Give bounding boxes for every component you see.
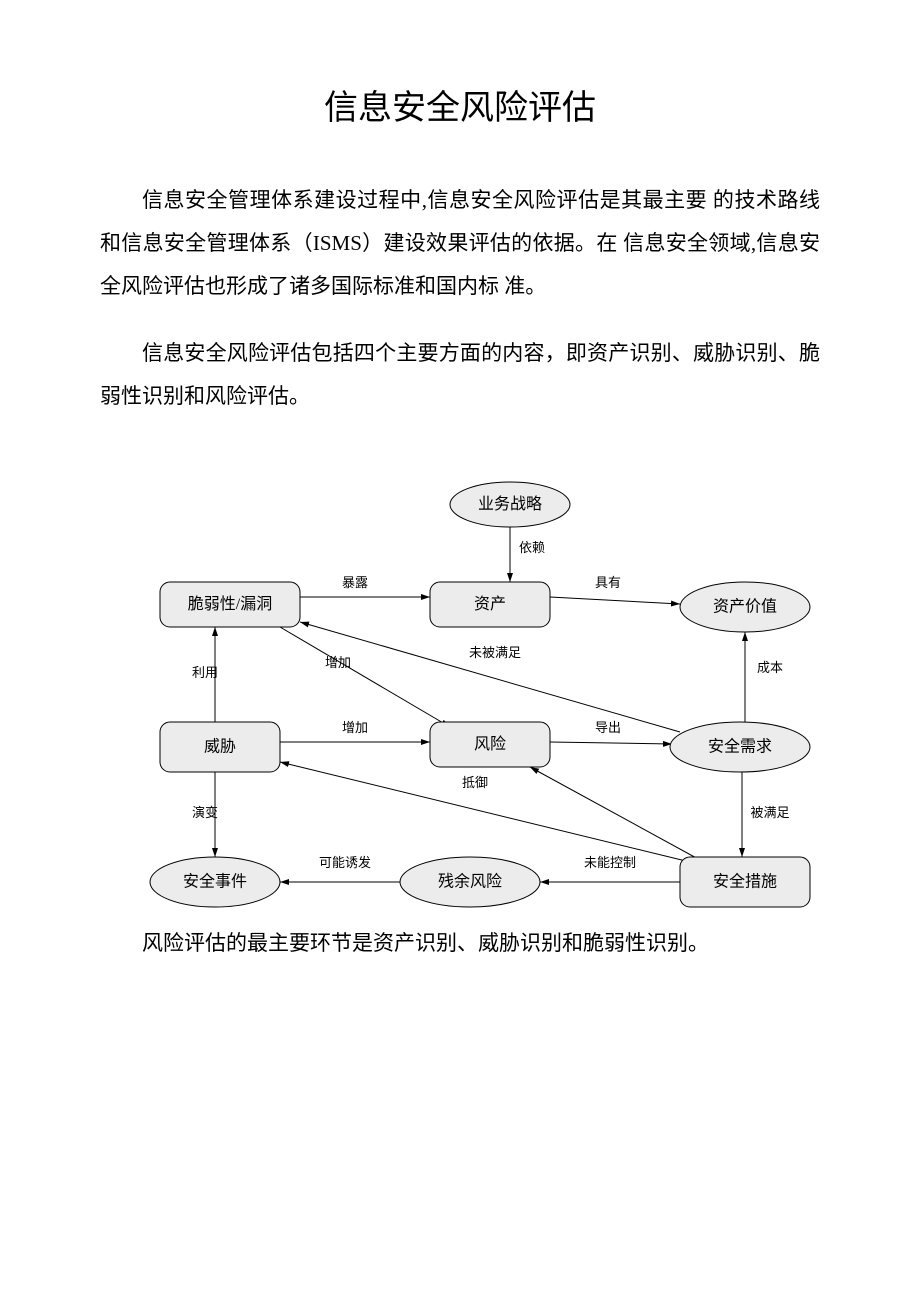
svg-text:资产: 资产: [474, 595, 506, 613]
flowchart-svg: 依赖暴露具有利用增加未被满足成本增加导出抵御被满足演变可能诱发未能控制业务战略脆…: [100, 442, 840, 922]
paragraph-2: 信息安全风险评估包括四个主要方面的内容，即资产识别、威胁识别、脆弱性识别和风险评…: [100, 332, 820, 418]
svg-text:残余风险: 残余风险: [438, 872, 502, 891]
svg-text:导出: 导出: [595, 720, 621, 735]
paragraph-1: 信息安全管理体系建设过程中,信息安全风险评估是其最主要 的技术路线和信息安全管理…: [100, 179, 820, 308]
svg-text:利用: 利用: [192, 665, 218, 680]
document-title: 信息安全风险评估: [100, 80, 820, 129]
svg-text:风险: 风险: [474, 735, 506, 753]
svg-text:安全措施: 安全措施: [713, 873, 777, 891]
svg-text:安全需求: 安全需求: [708, 738, 772, 756]
svg-text:可能诱发: 可能诱发: [319, 855, 371, 870]
svg-text:暴露: 暴露: [342, 575, 368, 590]
svg-text:未被满足: 未被满足: [469, 645, 521, 660]
svg-text:抵御: 抵御: [462, 775, 488, 790]
svg-text:依赖: 依赖: [519, 540, 545, 555]
svg-text:被满足: 被满足: [750, 805, 789, 820]
svg-text:具有: 具有: [595, 575, 621, 590]
svg-text:资产价值: 资产价值: [713, 598, 777, 616]
risk-flowchart: 依赖暴露具有利用增加未被满足成本增加导出抵御被满足演变可能诱发未能控制业务战略脆…: [100, 442, 840, 922]
svg-text:增加: 增加: [342, 720, 368, 735]
svg-text:威胁: 威胁: [204, 738, 236, 756]
svg-text:安全事件: 安全事件: [183, 873, 247, 891]
svg-text:未能控制: 未能控制: [584, 855, 636, 870]
diagram-caption: 风险评估的最主要环节是资产识别、威胁识别和脆弱性识别。: [100, 922, 820, 964]
svg-text:业务战略: 业务战略: [478, 495, 542, 513]
svg-text:增加: 增加: [325, 655, 351, 670]
svg-text:脆弱性/漏洞: 脆弱性/漏洞: [188, 595, 272, 613]
svg-text:成本: 成本: [757, 660, 783, 675]
svg-text:演变: 演变: [192, 805, 218, 820]
